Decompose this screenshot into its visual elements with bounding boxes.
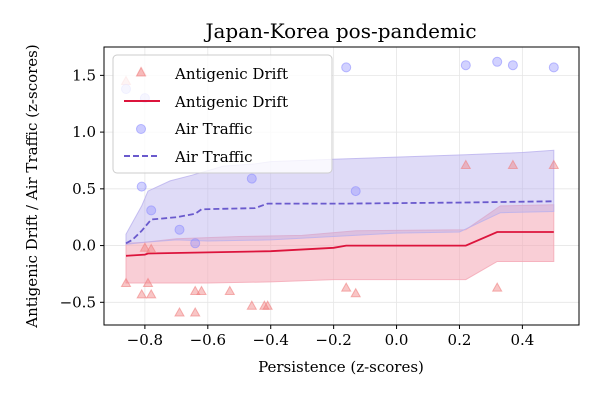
legend-air-scatter-label: Air Traffic — [174, 120, 253, 138]
drift-data-point — [136, 288, 148, 299]
air-data-point — [341, 62, 352, 73]
x-tick-label: 0.2 — [448, 331, 472, 349]
drift-data-point — [145, 243, 157, 253]
x-tick-label: 0.4 — [510, 331, 534, 349]
legend-drift-marker — [135, 66, 147, 77]
air-data-point — [492, 56, 503, 67]
y-axis-label: Antigenic Drift / Air Traffic (z-scores) — [23, 44, 41, 328]
x-tick-label: −0.8 — [127, 331, 163, 349]
air-trend-line — [125, 200, 554, 245]
air-data-point — [174, 224, 185, 235]
drift-data-point — [145, 288, 157, 299]
drift-data-point — [460, 159, 472, 169]
x-axis-ticks: −0.8 −0.6 −0.4 −0.2 0.0 0.2 0.4 — [127, 325, 534, 349]
series-lines — [125, 200, 554, 257]
drift-data-point — [246, 300, 258, 310]
confidence-bands — [125, 149, 555, 284]
drift-data-point — [548, 159, 560, 169]
drift-data-point — [189, 306, 201, 317]
y-tick-label: −0.5 — [60, 293, 96, 311]
air-data-point — [136, 181, 147, 192]
drift-data-point — [350, 287, 362, 298]
legend-box — [112, 54, 333, 174]
drift-data-point — [224, 285, 236, 295]
drift-data-point — [120, 277, 132, 287]
legend-drift-line-label: Antigenic Drift — [174, 93, 288, 111]
x-tick-label: 0.0 — [385, 331, 409, 349]
x-tick-label: −0.6 — [190, 331, 226, 349]
y-tick-label: 0.5 — [72, 180, 96, 198]
drift-data-point — [174, 306, 185, 317]
air-data-point — [190, 238, 201, 249]
y-tick-label: 1.0 — [72, 123, 96, 141]
air-data-point — [350, 186, 361, 197]
y-tick-label: 1.5 — [72, 66, 96, 84]
drift-data-point — [262, 300, 273, 310]
drift-trend-line — [125, 231, 554, 257]
chart-title: Japan-Korea pos-pandemic — [203, 19, 476, 43]
legend-drift-scatter-label: Antigenic Drift — [174, 65, 288, 83]
air-data-point — [548, 62, 559, 73]
air-data-point — [246, 173, 257, 184]
y-axis-ticks: −0.5 0.0 0.5 1.0 1.5 — [60, 66, 104, 311]
x-tick-label: −0.4 — [253, 331, 289, 349]
legend-air-marker — [136, 124, 146, 134]
x-tick-label: −0.2 — [315, 331, 351, 349]
drift-data-point — [142, 277, 154, 287]
air-data-point — [507, 60, 518, 71]
drift-data-point — [340, 282, 352, 292]
y-tick-label: 0.0 — [72, 237, 96, 255]
air-data-point — [460, 60, 471, 71]
grid — [104, 47, 579, 325]
air-data-point — [146, 205, 157, 216]
drift-data-point — [507, 159, 519, 169]
drift-data-point — [196, 285, 207, 295]
drift-data-point — [139, 242, 151, 252]
air-confidence-band — [125, 149, 555, 245]
drift-data-point — [491, 282, 503, 292]
legend-air-line-label: Air Traffic — [174, 148, 253, 166]
legend: Antigenic Drift Antigenic Drift Air Traf… — [112, 54, 333, 174]
x-axis-label: Persistence (z-scores) — [258, 358, 424, 376]
plot-frame — [103, 46, 580, 326]
drift-data-point — [189, 285, 201, 295]
